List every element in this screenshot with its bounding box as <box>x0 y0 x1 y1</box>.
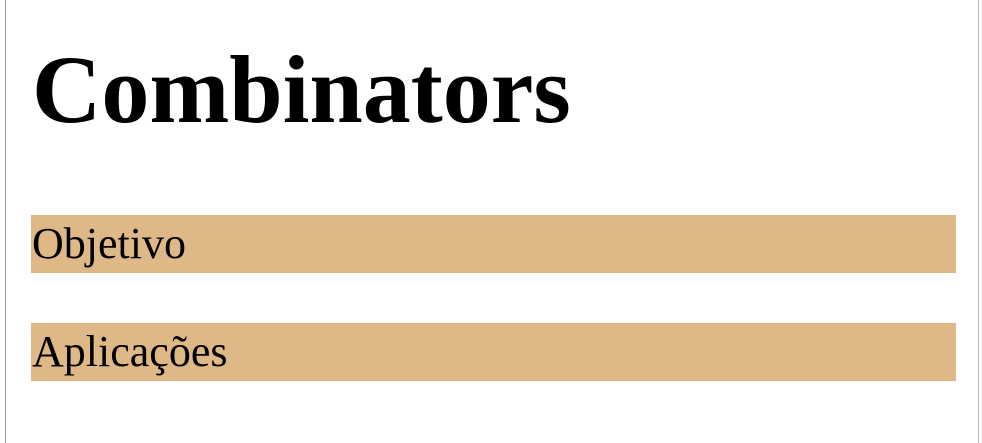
window-left-border <box>0 0 6 443</box>
section-objetivo[interactable]: Objetivo <box>31 215 956 273</box>
section-aplicacoes[interactable]: Aplicações <box>31 323 956 381</box>
window-right-border <box>978 0 982 443</box>
page-title: Combinators <box>32 36 571 143</box>
